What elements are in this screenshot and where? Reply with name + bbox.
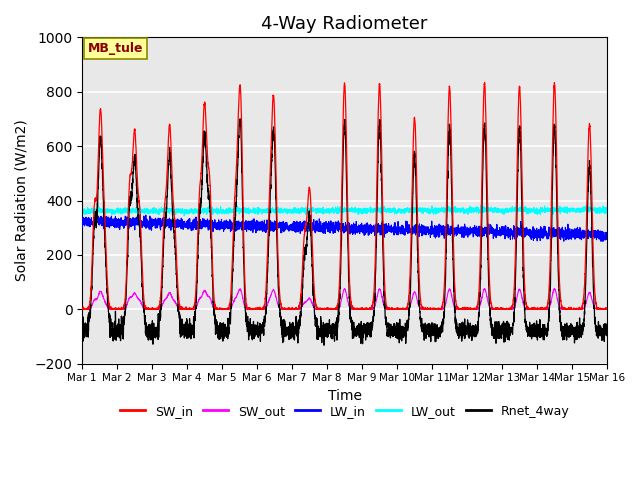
- Y-axis label: Solar Radiation (W/m2): Solar Radiation (W/m2): [15, 120, 29, 281]
- LW_in: [100, 211, 108, 216]
- LW_out: [173, 206, 180, 212]
- Line: LW_in: LW_in: [82, 214, 607, 241]
- Rnet_4way: [173, 270, 180, 276]
- Line: SW_out: SW_out: [82, 289, 607, 309]
- SW_in: [603, 306, 611, 312]
- Text: MB_tule: MB_tule: [88, 42, 143, 55]
- SW_in: [462, 306, 470, 312]
- SW_in: [79, 306, 86, 312]
- LW_out: [603, 208, 611, 214]
- SW_in: [78, 306, 86, 312]
- SW_out: [492, 306, 500, 312]
- LW_out: [477, 202, 484, 208]
- Rnet_4way: [603, 329, 611, 335]
- LW_in: [492, 228, 500, 234]
- Line: Rnet_4way: Rnet_4way: [82, 119, 607, 345]
- Rnet_4way: [320, 342, 328, 348]
- LW_out: [603, 208, 611, 214]
- SW_out: [173, 302, 180, 308]
- LW_out: [180, 213, 188, 218]
- SW_out: [78, 306, 86, 312]
- SW_in: [603, 306, 611, 312]
- LW_out: [492, 206, 500, 212]
- Rnet_4way: [236, 116, 244, 122]
- LW_in: [433, 223, 441, 228]
- Rnet_4way: [462, 331, 470, 336]
- Rnet_4way: [325, 324, 333, 330]
- Legend: SW_in, SW_out, LW_in, LW_out, Rnet_4way: SW_in, SW_out, LW_in, LW_out, Rnet_4way: [115, 400, 574, 423]
- Rnet_4way: [433, 322, 441, 327]
- SW_in: [481, 80, 488, 85]
- LW_in: [78, 217, 86, 223]
- LW_in: [325, 218, 333, 224]
- LW_in: [603, 231, 611, 237]
- SW_in: [433, 306, 441, 312]
- LW_out: [78, 211, 86, 216]
- Rnet_4way: [78, 329, 86, 335]
- LW_out: [462, 208, 470, 214]
- Rnet_4way: [492, 327, 500, 333]
- SW_out: [462, 306, 470, 312]
- Line: LW_out: LW_out: [82, 205, 607, 216]
- SW_in: [492, 305, 500, 311]
- SW_in: [325, 306, 333, 312]
- LW_in: [599, 239, 607, 244]
- Title: 4-Way Radiometer: 4-Way Radiometer: [261, 15, 428, 33]
- SW_out: [603, 306, 611, 312]
- LW_out: [433, 211, 441, 216]
- LW_in: [603, 229, 611, 235]
- SW_out: [433, 306, 441, 312]
- SW_out: [602, 306, 610, 312]
- LW_in: [173, 218, 180, 224]
- SW_out: [236, 286, 244, 292]
- X-axis label: Time: Time: [328, 389, 362, 403]
- Line: SW_in: SW_in: [82, 83, 607, 309]
- SW_out: [325, 306, 333, 312]
- LW_out: [325, 208, 333, 214]
- Rnet_4way: [603, 329, 611, 335]
- SW_in: [173, 257, 180, 263]
- LW_in: [462, 231, 470, 237]
